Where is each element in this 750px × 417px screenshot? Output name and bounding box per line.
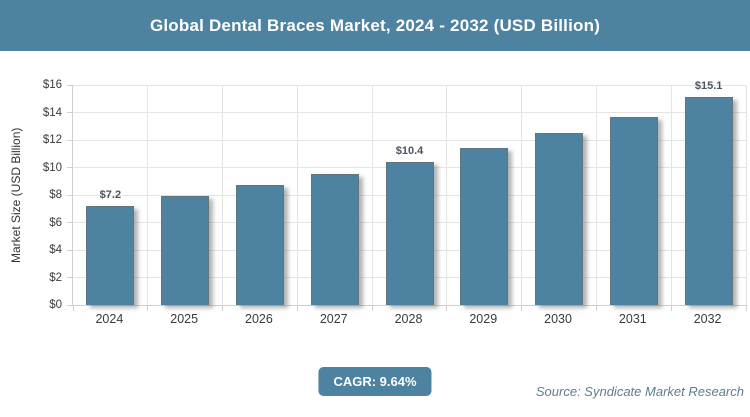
y-tick-label: $0 (49, 299, 62, 311)
gridline-vertical (371, 85, 373, 305)
bar (609, 116, 658, 305)
gridline-horizontal (73, 112, 746, 113)
x-tick-label: 2031 (618, 312, 647, 326)
gridline-vertical (670, 85, 672, 305)
gridline-horizontal (73, 139, 746, 141)
y-tick-mark (67, 194, 73, 196)
gridline-vertical (296, 85, 298, 305)
bar (684, 97, 733, 305)
x-tick-label: 2024 (95, 312, 124, 326)
x-tick-label: 2026 (245, 312, 273, 326)
y-tick-label: $12 (42, 134, 62, 146)
y-tick-label: $6 (49, 216, 62, 229)
y-tick-mark (67, 249, 73, 251)
y-tick-label: $2 (49, 271, 62, 284)
x-axis-tick-labels: 2024 2025 2026 2027 2028 2029 2030 2031 2032 (72, 312, 745, 328)
y-tick-label: $4 (49, 244, 62, 256)
y-tick-mark (67, 277, 73, 278)
chart-title: Global Dental Braces Market, 2024 - 2032… (149, 15, 601, 35)
y-tick-mark (67, 222, 73, 223)
gridline-vertical (446, 85, 448, 305)
y-tick-mark (67, 112, 73, 113)
y-tick-label: $8 (49, 189, 62, 201)
x-tick-label: 2029 (469, 312, 498, 326)
gridline-vertical (745, 85, 747, 305)
y-tick-label: $16 (42, 79, 62, 91)
y-tick-label: $14 (42, 106, 62, 119)
bar (161, 196, 210, 305)
cagr-badge: CAGR: 9.64% (318, 367, 432, 396)
y-axis-tick-labels: $0 $2 $4 $6 $8 $10 $12 $14 $16 (0, 79, 62, 311)
bar-value-label: $7.2 (99, 189, 122, 201)
y-tick-mark (67, 139, 73, 141)
y-tick-mark (67, 304, 73, 306)
x-tick-mark (147, 305, 149, 311)
bar-value-label: $10.4 (395, 145, 424, 157)
x-tick-mark (670, 305, 672, 311)
bar (310, 174, 359, 305)
x-tick-mark (745, 305, 747, 311)
bar (86, 206, 135, 305)
y-tick-label: $10 (42, 161, 62, 174)
x-tick-mark (72, 305, 74, 311)
x-tick-mark (595, 305, 597, 311)
gridline-vertical (222, 85, 224, 305)
x-tick-mark (521, 305, 523, 311)
source-text: Source: Syndicate Market Research (535, 384, 744, 399)
x-tick-mark (222, 305, 224, 311)
y-tick-mark (67, 167, 73, 168)
x-tick-label: 2025 (170, 312, 199, 326)
gridline-horizontal (73, 84, 746, 86)
x-tick-mark (371, 305, 373, 311)
gridline-vertical (521, 85, 523, 305)
x-tick-mark (446, 305, 448, 311)
bar (385, 162, 434, 305)
gridline-vertical (147, 85, 149, 305)
gridline-vertical (595, 85, 597, 305)
bar (535, 133, 584, 305)
chart-title-bar: Global Dental Braces Market, 2024 - 2032… (0, 0, 750, 51)
x-tick-mark (296, 305, 298, 311)
bar (235, 185, 284, 305)
bar-value-label: $15.1 (694, 80, 723, 93)
x-tick-label: 2032 (693, 312, 722, 326)
plot-area: $7.2 $10.4 $15.1 (67, 80, 747, 311)
y-tick-mark (67, 84, 73, 86)
bar (460, 148, 509, 305)
x-tick-label: 2028 (394, 312, 423, 326)
x-tick-label: 2027 (319, 312, 348, 326)
x-tick-label: 2030 (544, 312, 572, 326)
